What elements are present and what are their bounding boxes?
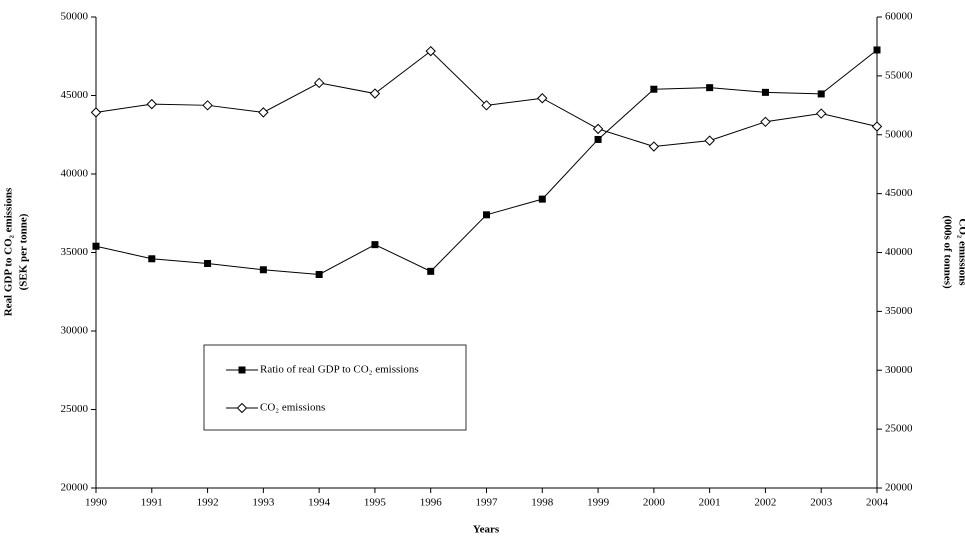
data-point bbox=[369, 88, 381, 99]
y-axis-label-line: (SEK per tonne) bbox=[18, 213, 30, 290]
data-point bbox=[817, 90, 825, 98]
x-tick-label: 2001 bbox=[699, 497, 721, 509]
y-tick-label: 20000 bbox=[61, 482, 89, 494]
data-point bbox=[816, 108, 827, 119]
legend-marker bbox=[238, 366, 246, 374]
data-point bbox=[313, 77, 325, 89]
data-point bbox=[148, 255, 156, 263]
y-tick-label: 25000 bbox=[61, 403, 89, 415]
y-tick-label: 30000 bbox=[61, 325, 89, 337]
data-point bbox=[704, 135, 715, 146]
y-tick-label: 50000 bbox=[61, 11, 89, 23]
legend-marker bbox=[236, 402, 248, 414]
legend-label: Ratio of real GDP to CO₂ emissions bbox=[260, 364, 419, 376]
x-tick-label: 1996 bbox=[420, 497, 443, 509]
y-tick-label: 40000 bbox=[61, 168, 89, 180]
x-tick-label: 1998 bbox=[531, 497, 554, 509]
data-point bbox=[204, 259, 212, 267]
x-tick-label: 1995 bbox=[364, 497, 387, 509]
data-point bbox=[761, 88, 769, 96]
data-point bbox=[706, 84, 714, 92]
data-point bbox=[760, 116, 771, 128]
legend-label: CO₂ emissions bbox=[260, 402, 325, 414]
data-point bbox=[481, 100, 492, 111]
x-tick-label: 1994 bbox=[308, 497, 331, 509]
series-line bbox=[95, 49, 878, 275]
data-point bbox=[259, 266, 267, 274]
x-axis-label: Years bbox=[473, 524, 500, 536]
y-tick-label: 35000 bbox=[61, 246, 89, 258]
data-point bbox=[92, 242, 100, 250]
y2-axis-label-line: (000s of tonnes) bbox=[941, 215, 953, 289]
y-tick-label: 45000 bbox=[61, 89, 89, 101]
y2-tick-label: 30000 bbox=[885, 364, 913, 376]
x-tick-label: 1999 bbox=[587, 497, 610, 509]
x-tick-label: 2003 bbox=[810, 497, 833, 509]
y2-axis-label-line: CO₂ emissions bbox=[956, 218, 965, 286]
y2-tick-label: 60000 bbox=[885, 11, 913, 23]
y2-tick-label: 25000 bbox=[885, 423, 913, 435]
data-point bbox=[371, 241, 379, 249]
x-tick-label: 1992 bbox=[197, 497, 219, 509]
data-point bbox=[90, 107, 102, 118]
x-tick-label: 1991 bbox=[141, 497, 163, 509]
y2-tick-label: 40000 bbox=[885, 246, 913, 258]
data-point bbox=[258, 107, 269, 118]
data-point bbox=[538, 195, 546, 203]
legend-box bbox=[203, 344, 467, 431]
data-point bbox=[648, 141, 660, 152]
x-tick-label: 1997 bbox=[476, 497, 499, 509]
data-point bbox=[427, 267, 435, 275]
data-point bbox=[483, 211, 490, 219]
data-point bbox=[871, 121, 883, 132]
data-point bbox=[650, 85, 658, 93]
x-tick-label: 1993 bbox=[252, 497, 275, 509]
x-tick-label: 2000 bbox=[643, 497, 666, 509]
y2-axis-label: CO₂ emissions (000s of tonnes) bbox=[941, 215, 965, 289]
data-point bbox=[425, 45, 436, 57]
data-point bbox=[873, 46, 881, 54]
data-point bbox=[202, 100, 213, 111]
x-tick-label: 2004 bbox=[866, 497, 889, 509]
y2-tick-label: 55000 bbox=[885, 69, 913, 81]
data-point bbox=[592, 123, 604, 135]
x-tick-label: 2002 bbox=[754, 497, 776, 509]
data-point bbox=[146, 98, 157, 110]
x-tick-label: 1990 bbox=[85, 497, 108, 509]
y-axis-label-line: Real GDP to CO₂ emissions bbox=[3, 187, 15, 316]
data-point bbox=[315, 270, 323, 278]
y-axis-label: Real GDP to CO₂ emissions (SEK per tonne… bbox=[3, 187, 30, 316]
y2-tick-label: 45000 bbox=[885, 187, 913, 199]
y2-tick-label: 20000 bbox=[885, 482, 913, 494]
data-point bbox=[537, 93, 548, 104]
y2-tick-label: 50000 bbox=[885, 128, 913, 140]
series-line bbox=[95, 50, 878, 148]
y2-tick-label: 35000 bbox=[885, 305, 913, 317]
data-point bbox=[594, 135, 602, 143]
